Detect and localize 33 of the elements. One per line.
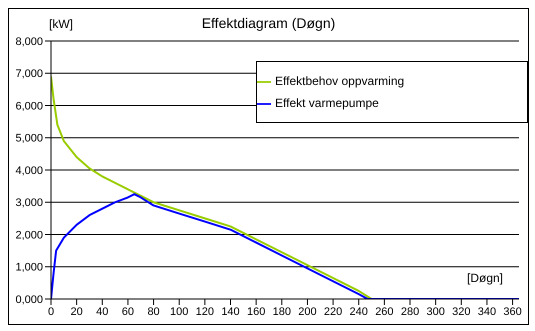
x-tick-label: 160	[246, 306, 266, 318]
x-tick-label: 60	[122, 306, 134, 318]
legend-label: Effektbehov oppvarming	[275, 74, 404, 88]
x-tick-label: 280	[400, 306, 420, 318]
x-tick-label: 20	[70, 306, 83, 318]
y-tick-label: 1,000	[15, 262, 43, 274]
x-tick-label: 200	[298, 306, 317, 318]
y-tick-label: 7,000	[15, 68, 43, 80]
x-tick-label: 180	[272, 306, 291, 318]
chart-title: Effektdiagram (Døgn)	[202, 15, 336, 31]
x-tick-label: 300	[426, 306, 445, 318]
y-tick-label: 0,000	[15, 294, 43, 306]
x-tick-label: 100	[170, 306, 188, 318]
x-tick-label: 260	[375, 306, 394, 318]
x-tick-label: 140	[221, 306, 240, 318]
y-tick-label: 4,000	[15, 164, 43, 177]
x-tick-label: 360	[503, 306, 522, 318]
annotation: [Døgn]	[467, 271, 504, 285]
x-tick-label: 0	[48, 306, 54, 318]
legend-label: Effekt varmepumpe	[275, 96, 379, 110]
x-tick-label: 240	[350, 306, 368, 318]
y-tick-label: 6,000	[15, 100, 43, 112]
x-tick-label: 220	[324, 306, 342, 318]
x-tick-label: 80	[147, 306, 160, 318]
y-tick-label: 3,000	[15, 197, 43, 210]
x-tick-label: 40	[96, 306, 108, 318]
y-tick-label: 5,000	[15, 132, 43, 145]
x-tick-label: 320	[452, 306, 470, 318]
x-tick-label: 340	[478, 306, 496, 318]
x-tick-label: 120	[196, 306, 214, 318]
y-tick-label: 2,000	[15, 229, 43, 242]
y-axis-title: [kW]	[49, 17, 73, 31]
y-tick-label: 8,000	[15, 36, 43, 48]
